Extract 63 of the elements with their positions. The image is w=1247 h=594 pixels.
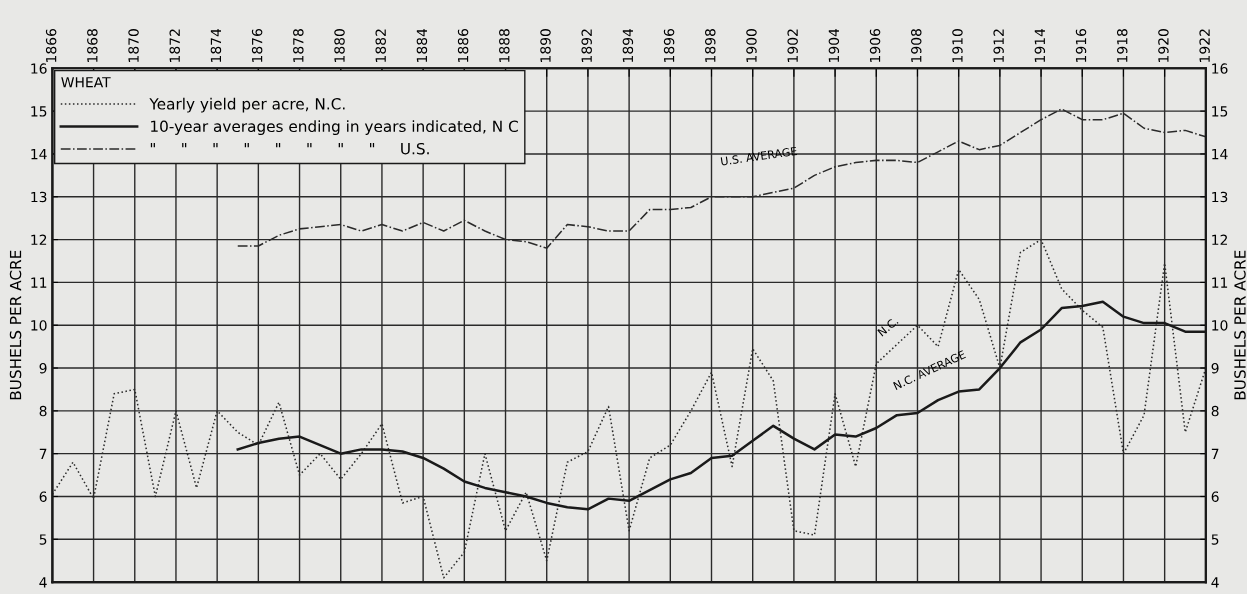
x-tick-label: 1916 — [1075, 28, 1087, 62]
x-tick-label: 1896 — [663, 28, 675, 62]
y2-tick-label: 11 — [1212, 277, 1228, 288]
y-tick-label: 8 — [39, 405, 47, 417]
x-tick-label: 1868 — [87, 29, 98, 62]
y2-tick-label: 8 — [1211, 405, 1219, 417]
x-tick-label: 1874 — [210, 28, 222, 62]
y-tick-label: 14 — [31, 149, 47, 160]
y2-axis-title: BUSHELS PER ACRE — [1234, 250, 1246, 400]
x-tick-label: 1876 — [251, 28, 263, 62]
x-tick-label: 1878 — [293, 29, 304, 62]
y-tick-label: 5 — [39, 534, 47, 545]
x-tick-label: 1894 — [622, 28, 634, 62]
y-tick-label: 16 — [31, 63, 47, 74]
y2-tick-label: 10 — [1212, 320, 1228, 331]
x-tick-label: 1886 — [457, 28, 469, 62]
x-tick-label: 1866 — [45, 28, 57, 62]
y2-tick-label: 16 — [1212, 63, 1228, 74]
x-tick-label: 1902 — [787, 29, 798, 62]
y2-tick-label: 14 — [1212, 149, 1228, 160]
x-tick-label: 1912 — [993, 29, 1004, 62]
y-tick-label: 15 — [31, 106, 47, 117]
y2-tick-label: 15 — [1212, 106, 1228, 117]
x-tick-label: 1920 — [1158, 29, 1169, 62]
x-tick-label: 1904 — [828, 28, 840, 62]
legend-label: " " " " " " " " U.S. — [150, 142, 429, 155]
y-tick-label: 12 — [31, 234, 47, 245]
x-tick-label: 1918 — [1116, 29, 1128, 62]
x-tick-label: 1888 — [499, 29, 510, 62]
y-tick-label: 6 — [39, 491, 47, 502]
y-tick-label: 13 — [31, 191, 47, 203]
x-tick-label: 1906 — [869, 28, 881, 62]
x-tick-label: 1882 — [375, 29, 386, 62]
y2-tick-label: 6 — [1211, 491, 1219, 502]
y-axis-title: BUSHELS PER ACRE — [9, 250, 22, 400]
annotation: N.C. — [877, 316, 899, 337]
legend-label: 10-year averages ending in years indicated, N C — [151, 120, 518, 135]
y2-tick-label: 13 — [1212, 191, 1228, 203]
x-tick-label: 1870 — [128, 29, 139, 62]
y2-tick-label: 7 — [1211, 448, 1219, 459]
x-tick-label: 1900 — [746, 29, 757, 62]
x-tick-label: 1898 — [705, 29, 716, 62]
x-tick-label: 1914 — [1034, 28, 1046, 62]
x-tick-label: 1908 — [911, 29, 922, 62]
x-tick-label: 1872 — [169, 29, 180, 62]
x-tick-label: 1880 — [334, 29, 345, 62]
y2-tick-label: 12 — [1212, 234, 1227, 245]
y-tick-label: 11 — [31, 277, 47, 288]
y-tick-label: 10 — [31, 320, 47, 331]
annotation: U.S. AVERAGE — [720, 146, 798, 166]
x-tick-label: 1922 — [1199, 29, 1210, 62]
y-tick-label: 4 — [39, 577, 47, 588]
y-tick-label: 9 — [39, 363, 47, 374]
x-tick-label: 1892 — [581, 29, 592, 62]
legend-label: Yearly yield per acre, N.C. — [149, 97, 345, 113]
y2-tick-label: 9 — [1211, 363, 1219, 374]
y2-tick-label: 4 — [1211, 577, 1219, 588]
y2-tick-label: 5 — [1211, 534, 1219, 545]
y-tick-label: 7 — [39, 448, 47, 459]
legend-title: WHEAT — [61, 77, 111, 88]
x-tick-label: 1890 — [540, 29, 551, 62]
x-tick-label: 1910 — [952, 29, 963, 62]
x-tick-label: 1884 — [416, 28, 428, 62]
